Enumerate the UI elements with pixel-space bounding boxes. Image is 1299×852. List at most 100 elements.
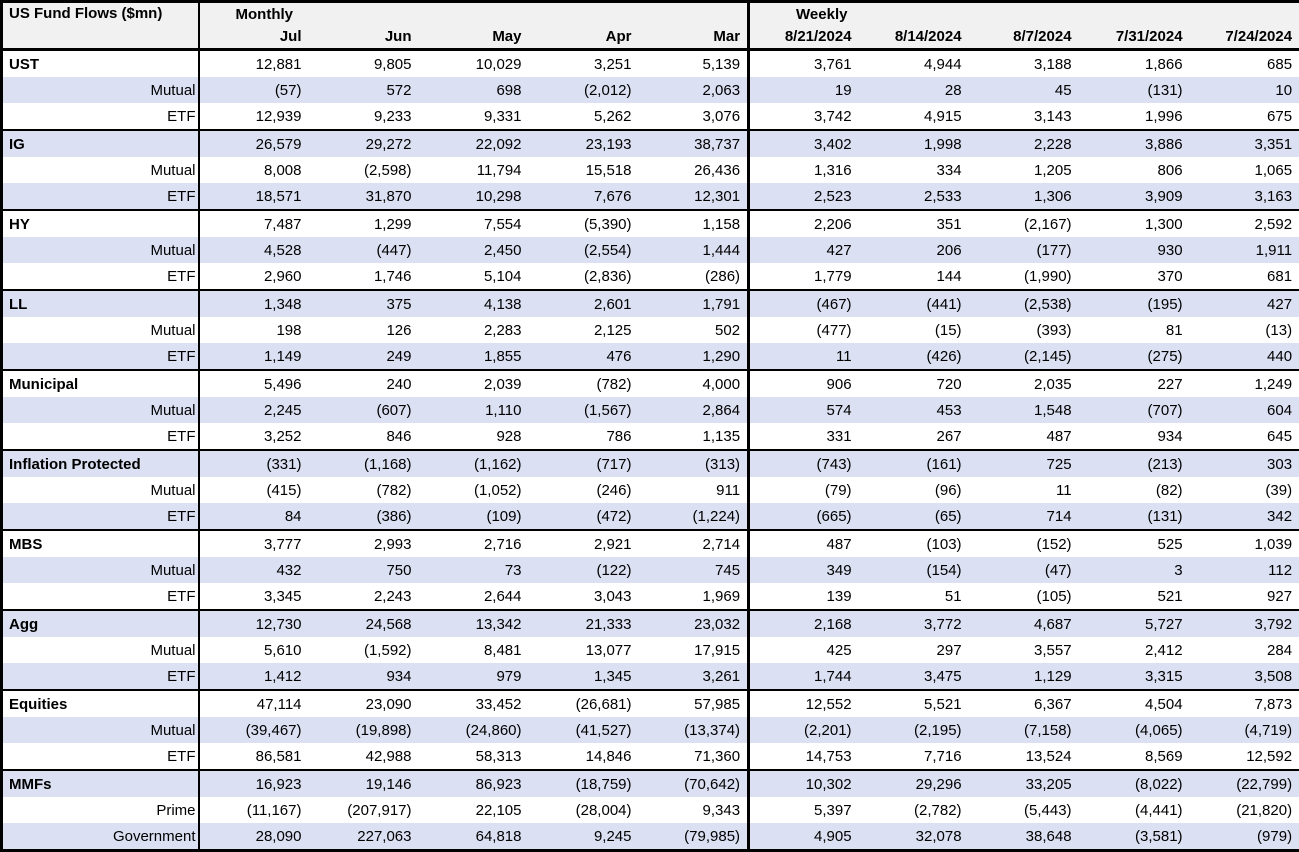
value-cell: 1,158 [639,210,749,237]
value-cell: 2,716 [419,530,529,557]
value-cell: (109) [419,503,529,530]
value-cell: (5,390) [529,210,639,237]
value-cell: (2,538) [969,290,1079,317]
row-label: Prime [2,797,199,823]
value-cell: (161) [859,450,969,477]
value-cell: 1,444 [639,237,749,263]
value-cell: 21,333 [529,610,639,637]
value-cell: 2,035 [969,370,1079,397]
value-cell: 29,272 [309,130,419,157]
column-header-week: 8/21/2024 [749,26,859,50]
value-cell: (467) [749,290,859,317]
value-cell: 5,521 [859,690,969,717]
value-cell: 4,944 [859,50,969,78]
value-cell: 112 [1190,557,1299,583]
value-cell: (313) [639,450,749,477]
value-cell: 2,168 [749,610,859,637]
value-cell: 714 [969,503,1079,530]
value-cell: 342 [1190,503,1299,530]
value-cell: 12,730 [199,610,309,637]
value-cell: (26,681) [529,690,639,717]
value-cell: 8,008 [199,157,309,183]
value-cell: 979 [419,663,529,690]
column-header-month: Jun [309,26,419,50]
value-cell: (65) [859,503,969,530]
value-cell: 720 [859,370,969,397]
value-cell: 23,090 [309,690,419,717]
value-cell: 906 [749,370,859,397]
value-cell: 1,791 [639,290,749,317]
value-cell: 698 [419,77,529,103]
value-cell: 24,568 [309,610,419,637]
row-label: ETF [2,583,199,610]
value-cell: 19 [749,77,859,103]
value-cell: (1,052) [419,477,529,503]
value-cell: 11,794 [419,157,529,183]
value-cell: 432 [199,557,309,583]
value-cell: (246) [529,477,639,503]
value-cell: 2,921 [529,530,639,557]
value-cell: 645 [1190,423,1299,450]
column-header-month: Mar [639,26,749,50]
value-cell: (3,581) [1079,823,1190,851]
value-cell: (2,598) [309,157,419,183]
value-cell: 3,761 [749,50,859,78]
value-cell: 73 [419,557,529,583]
value-cell: 227 [1079,370,1190,397]
value-cell: 928 [419,423,529,450]
table-title: US Fund Flows ($mn) [2,2,199,50]
value-cell: 13,342 [419,610,529,637]
value-cell: 1,548 [969,397,1079,423]
value-cell: 1,249 [1190,370,1299,397]
value-cell: (41,527) [529,717,639,743]
value-cell: (2,012) [529,77,639,103]
value-cell: 12,552 [749,690,859,717]
category-label: Agg [2,610,199,637]
value-cell: 427 [749,237,859,263]
weekly-section-header: Weekly [749,2,1299,26]
value-cell: 1,205 [969,157,1079,183]
category-label: MBS [2,530,199,557]
value-cell: 297 [859,637,969,663]
value-cell: 7,676 [529,183,639,210]
value-cell: 240 [309,370,419,397]
value-cell: 1,996 [1079,103,1190,130]
value-cell: (7,158) [969,717,1079,743]
value-cell: 12,939 [199,103,309,130]
value-cell: 911 [639,477,749,503]
value-cell: (18,759) [529,770,639,797]
value-cell: (607) [309,397,419,423]
value-cell: (1,990) [969,263,1079,290]
value-cell: 3 [1079,557,1190,583]
value-cell: 22,092 [419,130,529,157]
value-cell: (79,985) [639,823,749,851]
value-cell: 1,345 [529,663,639,690]
value-cell: 351 [859,210,969,237]
row-label: Mutual [2,317,199,343]
value-cell: (782) [309,477,419,503]
value-cell: 1,065 [1190,157,1299,183]
value-cell: 33,205 [969,770,1079,797]
value-cell: (2,782) [859,797,969,823]
value-cell: 303 [1190,450,1299,477]
value-cell: (477) [749,317,859,343]
value-cell: 11 [969,477,1079,503]
value-cell: 10,029 [419,50,529,78]
row-label: ETF [2,183,199,210]
value-cell: 38,737 [639,130,749,157]
column-header-month: May [419,26,529,50]
category-label: IG [2,130,199,157]
value-cell: 4,528 [199,237,309,263]
value-cell: (213) [1079,450,1190,477]
value-cell: 750 [309,557,419,583]
